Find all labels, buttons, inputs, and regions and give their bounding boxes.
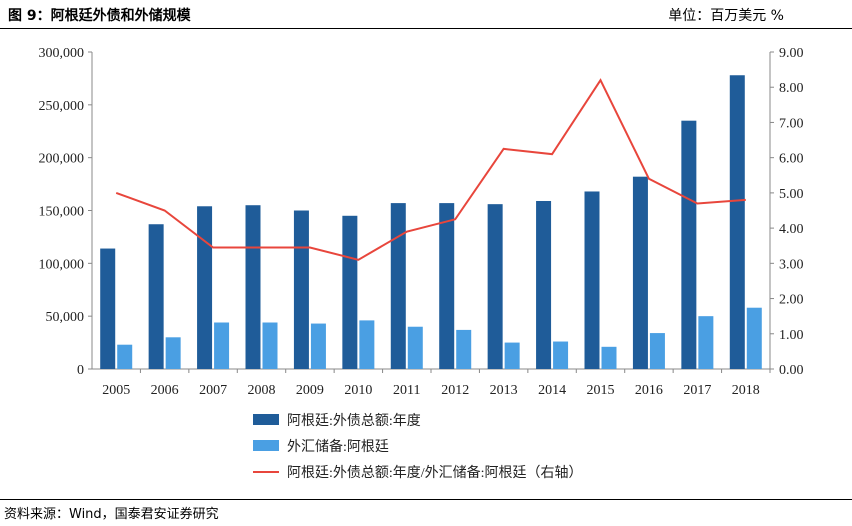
bar-external-debt <box>439 203 455 369</box>
left-tick-label: 100,000 <box>39 257 85 272</box>
bar-fx-reserve <box>746 307 762 369</box>
x-tick-label: 2017 <box>683 383 711 398</box>
x-tick-label: 2018 <box>732 383 760 398</box>
bar-fx-reserve <box>504 342 520 369</box>
left-tick-label: 300,000 <box>39 46 85 61</box>
bar-fx-reserve <box>601 346 617 369</box>
right-tick-label: 9.00 <box>779 46 804 61</box>
left-tick-label: 50,000 <box>46 310 85 325</box>
line-debt-reserve-ratio <box>115 78 746 261</box>
top-rule <box>0 28 852 29</box>
bar-external-debt <box>584 191 600 369</box>
unit-label: 单位：百万美元 % <box>668 8 784 24</box>
bar-fx-reserve <box>698 316 714 369</box>
bar-fx-reserve <box>649 333 665 369</box>
x-tick-label: 2008 <box>248 383 276 398</box>
legend-label-ratio: 阿根廷:外债总额:年度/外汇储备:阿根廷（右轴） <box>287 464 583 481</box>
legend-swatch-reserve <box>253 440 279 451</box>
legend-label-reserve: 外汇储备:阿根廷 <box>287 438 389 455</box>
bar-external-debt <box>390 203 406 369</box>
bar-external-debt <box>632 176 648 369</box>
bar-external-debt <box>729 75 745 369</box>
left-tick-label: 200,000 <box>39 152 85 167</box>
x-tick-label: 2007 <box>199 383 227 398</box>
bar-fx-reserve <box>262 322 278 369</box>
bar-fx-reserve <box>165 337 181 369</box>
bar-fx-reserve <box>214 322 230 369</box>
bar-fx-reserve <box>456 329 472 369</box>
x-tick-label: 2012 <box>441 383 469 398</box>
x-tick-label: 2015 <box>587 383 615 398</box>
bar-fx-reserve <box>310 323 326 369</box>
bottom-rule <box>0 499 852 500</box>
bar-external-debt <box>342 215 358 369</box>
bar-external-debt <box>536 200 552 369</box>
x-tick-label: 2011 <box>393 383 420 398</box>
bar-external-debt <box>487 204 503 369</box>
bar-external-debt <box>100 248 116 369</box>
right-tick-label: 0.00 <box>779 363 804 378</box>
x-tick-label: 2009 <box>296 383 324 398</box>
right-tick-label: 6.00 <box>779 152 804 167</box>
left-tick-label: 0 <box>77 363 84 378</box>
bar-external-debt <box>293 210 309 369</box>
figure-title: 图 9：阿根廷外债和外储规模 <box>8 8 191 24</box>
right-tick-label: 7.00 <box>779 116 804 131</box>
bar-external-debt <box>681 120 697 369</box>
x-tick-label: 2006 <box>151 383 179 398</box>
right-tick-label: 4.00 <box>779 222 804 237</box>
left-tick-label: 250,000 <box>39 99 85 114</box>
x-tick-label: 2014 <box>538 383 566 398</box>
right-tick-label: 5.00 <box>779 187 804 202</box>
bar-external-debt <box>197 206 213 369</box>
bar-fx-reserve <box>553 341 569 369</box>
legend-label-debt: 阿根廷:外债总额:年度 <box>287 413 421 429</box>
bar-fx-reserve <box>407 326 423 369</box>
x-tick-label: 2005 <box>102 383 130 398</box>
bar-external-debt <box>148 224 164 369</box>
left-tick-label: 150,000 <box>39 205 85 220</box>
source-note: 资料来源：Wind，国泰君安证券研究 <box>4 507 219 522</box>
combo-chart: 0 50,000 100,000 150,000 200,000 250,000 300,0… <box>39 46 804 481</box>
right-tick-label: 8.00 <box>779 81 804 96</box>
right-tick-label: 1.00 <box>779 328 804 343</box>
bar-fx-reserve <box>359 320 375 369</box>
figure-header: 图 9：阿根廷外债和外储规模 单位：百万美元 % <box>0 0 852 30</box>
bar-external-debt <box>245 205 261 369</box>
bar-fx-reserve <box>117 344 133 369</box>
right-tick-label: 2.00 <box>779 293 804 308</box>
x-tick-label: 2010 <box>344 383 372 398</box>
x-tick-label: 2013 <box>490 383 518 398</box>
right-tick-label: 3.00 <box>779 257 804 272</box>
legend-swatch-debt <box>253 414 279 425</box>
x-tick-label: 2016 <box>635 383 663 398</box>
